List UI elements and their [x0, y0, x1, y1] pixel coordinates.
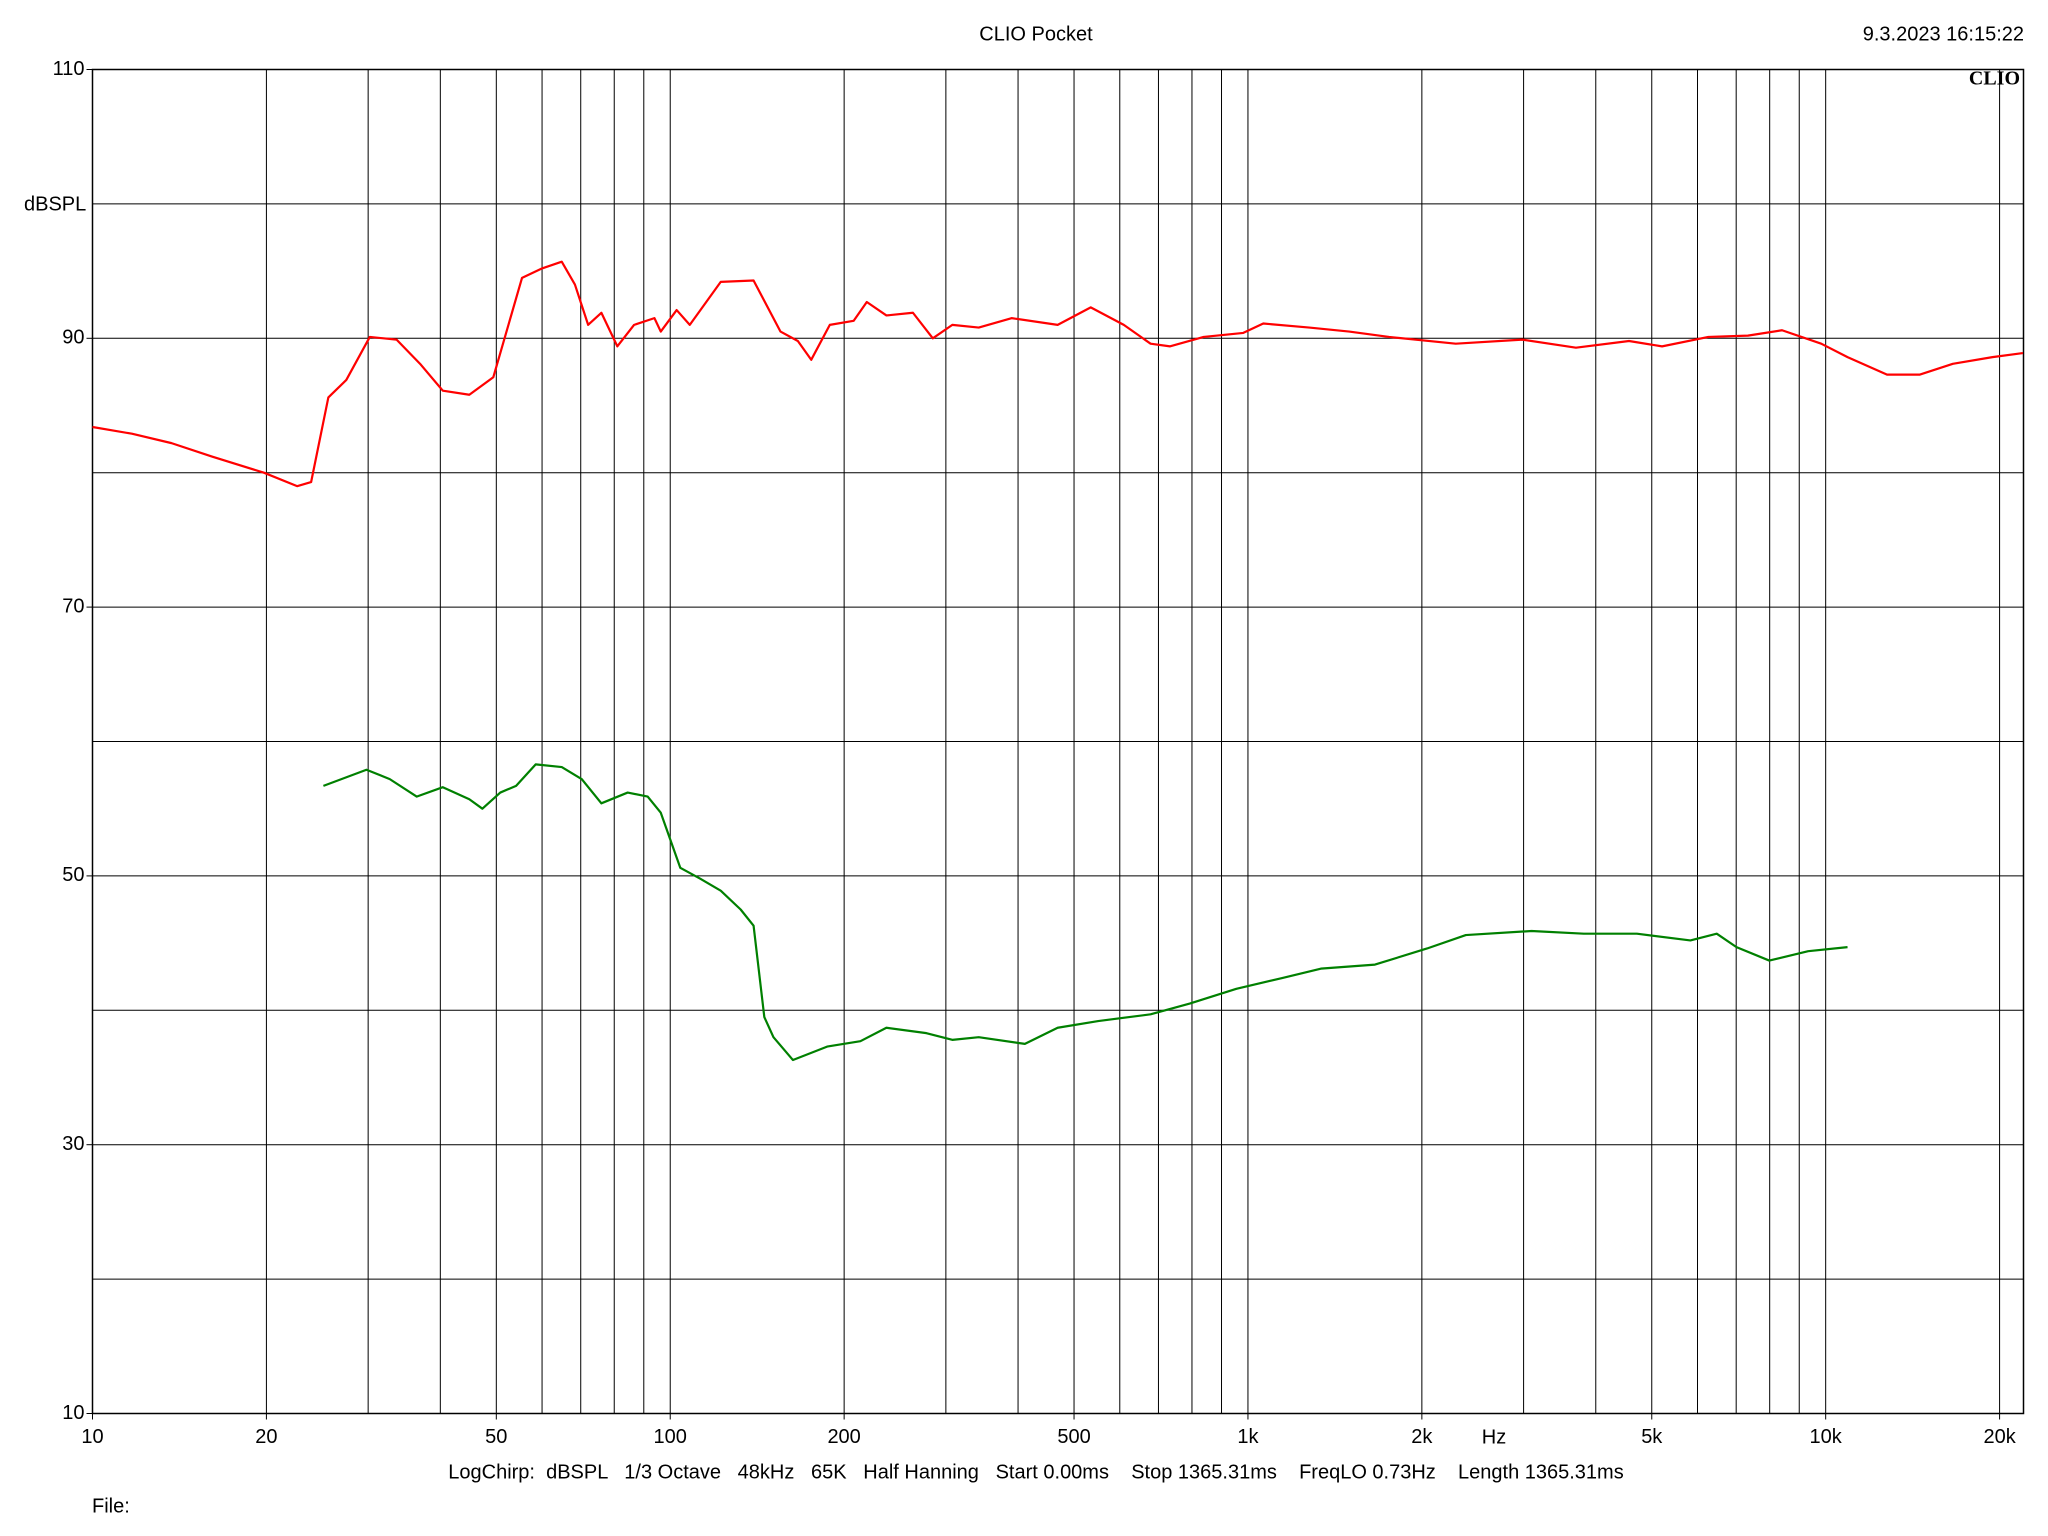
y-tick-label: 10: [62, 1402, 84, 1424]
y-tick-label: 110: [53, 58, 85, 80]
x-tick-label: 500: [1057, 1426, 1090, 1448]
x-tick-label: 20k: [1983, 1426, 2016, 1448]
response-curve: [323, 763, 1848, 1062]
timestamp: 9.3.2023 16:15:22: [1863, 23, 2024, 45]
x-axis-label: Hz: [1482, 1426, 1506, 1448]
file-label: File:: [92, 1495, 130, 1517]
x-tick-label: 200: [827, 1426, 860, 1448]
measurement-info: LogChirp: dBSPL 1/3 Octave 48kHz 65K Hal…: [448, 1461, 1623, 1483]
y-tick-label: 70: [62, 595, 84, 617]
logo: CLIO: [1969, 68, 2020, 90]
y-axis-label: dBSPL: [24, 193, 86, 215]
response-curve: [92, 260, 2024, 488]
x-tick-label: 2k: [1411, 1426, 1433, 1448]
y-tick-label: 90: [62, 327, 84, 349]
x-tick-label: 10: [81, 1426, 103, 1448]
x-tick-label: 1k: [1237, 1426, 1259, 1448]
x-tick-label: 10k: [1810, 1426, 1843, 1448]
y-tick-label: 30: [62, 1133, 84, 1155]
x-tick-label: 50: [485, 1426, 507, 1448]
y-tick-label: 50: [62, 864, 84, 886]
x-tick-label: 20: [255, 1426, 277, 1448]
x-tick-label: 100: [654, 1426, 687, 1448]
x-tick-label: 5k: [1641, 1426, 1663, 1448]
chart-title: CLIO Pocket: [979, 23, 1093, 45]
